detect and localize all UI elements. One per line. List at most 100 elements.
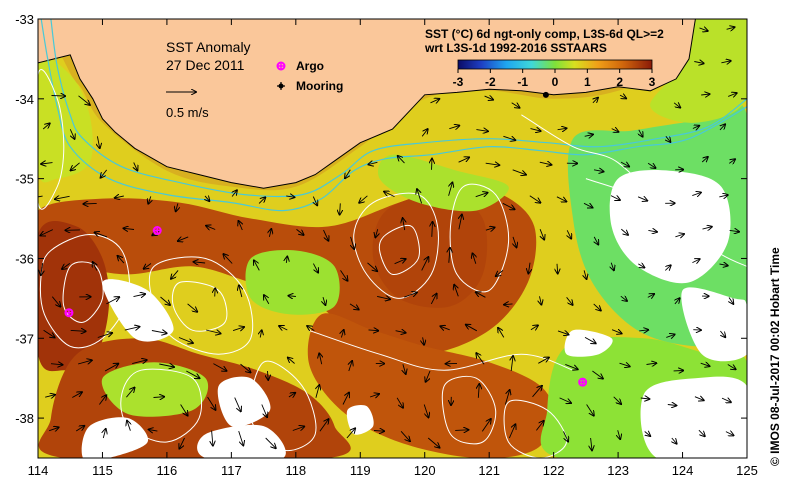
current-vector-74: [269, 229, 271, 238]
current-vector-53: [178, 337, 193, 344]
x-tick-label-9: 123: [607, 463, 629, 478]
current-vector-153: [476, 353, 485, 365]
current-vector-183: [557, 331, 569, 335]
current-vector-145: [484, 96, 493, 100]
current-vector-193: [593, 303, 601, 311]
current-vector-78: [268, 370, 269, 380]
current-vector-246: [720, 124, 725, 131]
current-vector-41: [148, 196, 151, 203]
current-vector-188: [584, 135, 593, 137]
current-vector-29: [104, 364, 118, 372]
current-vector-204: [620, 296, 627, 301]
current-vector-27: [106, 297, 119, 305]
current-vector-113: [369, 394, 379, 397]
current-vector-109: [367, 262, 378, 271]
current-vector-13: [71, 162, 80, 171]
current-vector-117: [403, 218, 405, 231]
current-vector-205: [611, 330, 622, 334]
current-vector-4: [40, 229, 53, 236]
colorbar-tick-label-4: 1: [584, 75, 591, 89]
shelf-contour-1: [50, 19, 747, 198]
credit-text: © IMOS 08-Jul-2017 00:02 Hobart Time: [768, 247, 782, 466]
current-vector-71: [234, 397, 241, 412]
current-vector-190: [583, 203, 593, 207]
current-vector-96: [319, 419, 329, 432]
current-vector-7: [43, 329, 55, 337]
current-vector-54: [186, 370, 199, 378]
current-vector-192: [584, 270, 586, 279]
current-vector-218: [644, 432, 651, 437]
current-vector-203: [611, 262, 614, 271]
current-vector-121: [403, 364, 406, 374]
current-vector-214: [647, 294, 654, 297]
current-vector-126: [432, 159, 433, 170]
current-vector-64: [212, 430, 213, 446]
current-vector-162: [504, 304, 513, 305]
current-vector-50: [178, 237, 189, 241]
current-vector-69: [232, 327, 244, 331]
current-vector-11: [78, 95, 90, 105]
colorbar-tick-label-3: 0: [552, 75, 559, 89]
x-tick-label-4: 118: [285, 463, 306, 478]
map-date: 27 Dec 2011: [166, 57, 245, 73]
current-vector-18: [70, 330, 86, 331]
x-tick-label-5: 119: [350, 463, 371, 478]
current-vector-150: [473, 253, 476, 264]
current-vector-253: [727, 364, 736, 370]
current-vector-224: [664, 265, 670, 270]
current-vector-213: [638, 264, 644, 268]
current-vector-130: [430, 294, 436, 305]
x-tick-label-0: 114: [28, 463, 49, 478]
colorbar-tick-label-1: -2: [485, 75, 496, 89]
current-vector-243: [726, 27, 735, 29]
current-vector-85: [279, 326, 288, 330]
current-vector-88: [292, 427, 304, 431]
current-vector-2: [41, 163, 53, 164]
current-vector-28: [97, 333, 112, 338]
y-tick-label-3: -36: [15, 251, 34, 266]
x-tick-label-7: 121: [478, 463, 500, 478]
current-vector-223: [675, 234, 684, 237]
shelf-contour-0: [40, 19, 747, 212]
current-vector-242: [698, 429, 705, 436]
current-vector-89: [313, 196, 317, 206]
current-vector-40: [127, 421, 130, 431]
current-vector-66: [239, 221, 243, 231]
current-vector-128: [432, 222, 433, 237]
current-vector-22: [97, 136, 99, 148]
current-vector-208: [618, 430, 621, 439]
current-vector-184: [565, 363, 577, 369]
current-vector-90: [323, 229, 329, 241]
current-vector-206: [619, 363, 630, 366]
current-vector-16: [62, 263, 71, 269]
current-vector-169: [529, 195, 541, 203]
current-vector-161: [496, 270, 504, 276]
current-vector-135: [449, 126, 459, 129]
current-vector-23: [101, 169, 108, 178]
current-vector-106: [368, 162, 378, 164]
current-vector-167: [530, 129, 541, 132]
current-vector-48: [149, 430, 158, 432]
current-vector-165: [504, 390, 509, 405]
current-vector-215: [639, 330, 648, 331]
current-vector-55: [180, 404, 188, 416]
current-vector-154: [478, 384, 479, 398]
current-vector-43: [144, 263, 152, 269]
current-vector-200: [620, 162, 629, 166]
sla-contour-5: [378, 225, 420, 275]
argo-legend-label: Argo: [296, 59, 324, 73]
nodata-region-3: [102, 279, 174, 342]
anomaly-region-11: [38, 56, 93, 183]
argo-legend-icon: [276, 61, 286, 71]
current-vector-160: [513, 236, 517, 247]
current-vector-186: [563, 431, 569, 441]
current-vector-140: [454, 285, 459, 297]
current-vector-133: [423, 404, 428, 418]
current-vector-97: [345, 169, 351, 178]
current-vector-93: [307, 326, 315, 331]
current-vector-249: [729, 230, 739, 231]
current-vector-141: [440, 326, 450, 330]
current-vector-51: [171, 270, 179, 278]
current-vector-170: [540, 229, 544, 239]
sla-contour-7: [38, 69, 65, 210]
